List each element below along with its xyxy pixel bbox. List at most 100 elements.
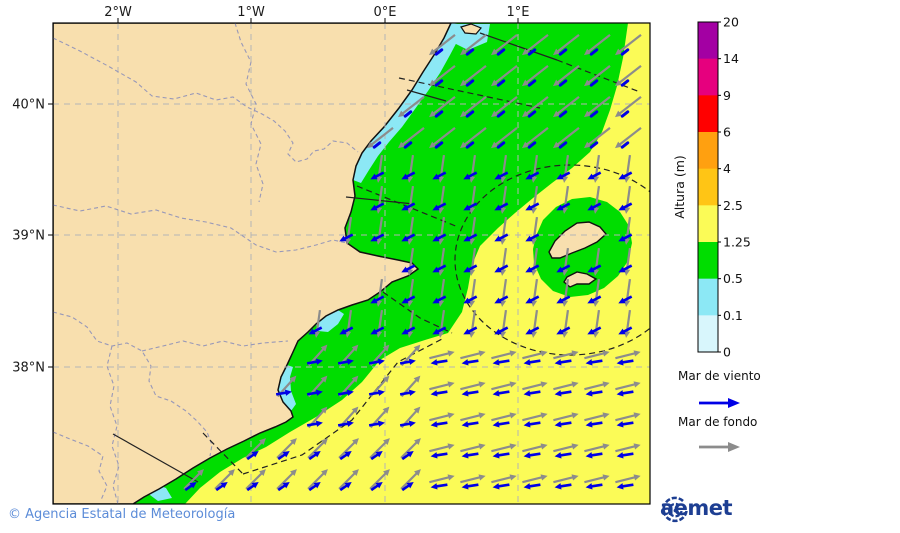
swell-arrow [614, 126, 642, 149]
windsea-arrow [589, 141, 599, 149]
windsea-arrow [587, 171, 602, 180]
swell-arrow [459, 64, 487, 87]
windsea-arrow [403, 141, 413, 149]
windsea-arrow [463, 326, 478, 335]
swell-arrow [553, 350, 579, 360]
swell-arrow [245, 438, 266, 459]
windsea-arrow [616, 452, 634, 459]
legend-tick-label: 2.5 [723, 198, 743, 213]
swell-arrow [614, 95, 642, 118]
windsea-arrow [523, 452, 541, 459]
swell-arrow [276, 469, 297, 490]
windsea-arrow [461, 421, 479, 428]
swell-arrow [521, 64, 549, 87]
windsea-arrow [556, 264, 571, 273]
windsea-arrow [370, 481, 383, 492]
swell-arrow [583, 95, 611, 118]
windsea-arrow [461, 359, 479, 366]
windsea-arrow [215, 481, 228, 492]
legend-tick-label: 9 [723, 88, 731, 103]
swell-arrow [369, 469, 390, 490]
swell-arrow [490, 64, 518, 87]
legend-tick-label: 1.25 [723, 235, 751, 250]
windsea-arrow [492, 452, 510, 459]
windsea-arrow [589, 110, 599, 118]
windsea-arrow [401, 264, 416, 273]
windsea-arrow [556, 326, 571, 335]
swell-arrow [460, 381, 486, 391]
swell-arrow [307, 469, 328, 490]
swell-arrow [245, 469, 266, 490]
swell-arrow [459, 95, 487, 118]
swell-arrow [583, 126, 611, 149]
windsea-arrow [434, 110, 444, 118]
swell-arrow [522, 443, 548, 453]
windsea-arrow [430, 359, 448, 366]
windsea-arrow [556, 295, 571, 304]
swell-arrow [338, 469, 359, 490]
legend-color-segment [698, 95, 718, 133]
swell-arrow [460, 474, 486, 484]
windsea-arrow [465, 79, 475, 87]
windsea-arrow [461, 483, 479, 490]
windsea-arrow [401, 233, 416, 242]
windsea-arrow [525, 295, 540, 304]
windsea-arrow [496, 110, 506, 118]
swell-arrow [584, 474, 610, 484]
windsea-arrow [463, 295, 478, 304]
legend-color-segment [698, 242, 718, 280]
windsea-arrow [585, 359, 603, 366]
windsea-arrow [430, 452, 448, 459]
map-layers [53, 23, 650, 504]
windsea-arrow [620, 141, 630, 149]
swell-arrow [428, 95, 456, 118]
windsea-arrow [308, 481, 321, 492]
swell-arrow [400, 469, 421, 490]
legend-tick-label: 0 [723, 345, 731, 360]
swell-arrow [428, 64, 456, 87]
windsea-arrow [434, 48, 444, 56]
swell-arrow [490, 33, 518, 56]
swell-arrow [615, 474, 641, 484]
swell-arrow [214, 469, 235, 490]
swell-arrow [460, 350, 486, 360]
windsea-arrow [618, 233, 633, 242]
windsea-arrow [525, 171, 540, 180]
windsea-arrow [461, 452, 479, 459]
legend-bar-border [697, 21, 719, 353]
wind-sea-arrow-icon [699, 398, 740, 408]
windsea-arrow [246, 481, 259, 492]
swell-arrow [615, 412, 641, 422]
windsea-arrow [496, 141, 506, 149]
windsea-arrow [337, 358, 354, 365]
windsea-arrow [494, 202, 509, 211]
windsea-arrow [339, 326, 354, 335]
swell-arrow-icon [699, 442, 740, 452]
windsea-arrow [492, 421, 510, 428]
windsea-arrow [618, 264, 633, 273]
aemet-logo: aemet [660, 496, 733, 523]
legend-title: Altura (m) [672, 155, 687, 219]
island-ibiza [548, 221, 607, 259]
swell-arrow [553, 381, 579, 391]
swell-arrow [553, 443, 579, 453]
swell-arrow [552, 33, 580, 56]
windsea-arrow [308, 326, 323, 335]
windsea-arrow [337, 389, 354, 396]
windsea-arrow [492, 359, 510, 366]
swell-arrow [460, 443, 486, 453]
province-boundary [53, 311, 213, 457]
windsea-arrow [554, 452, 572, 459]
longitude-label: 1°W [237, 5, 265, 20]
windsea-arrow [430, 421, 448, 428]
latitude-label: 38°N [12, 361, 45, 376]
windsea-arrow [558, 79, 568, 87]
windsea-arrow [494, 233, 509, 242]
copyright-text: © Agencia Estatal de Meteorología [8, 507, 236, 522]
windsea-arrow [463, 171, 478, 180]
windsea-arrow [616, 421, 634, 428]
windsea-arrow [277, 450, 290, 461]
swell-arrow [583, 33, 611, 56]
swell-arrow [584, 381, 610, 391]
legend-tick-label: 20 [723, 15, 739, 30]
